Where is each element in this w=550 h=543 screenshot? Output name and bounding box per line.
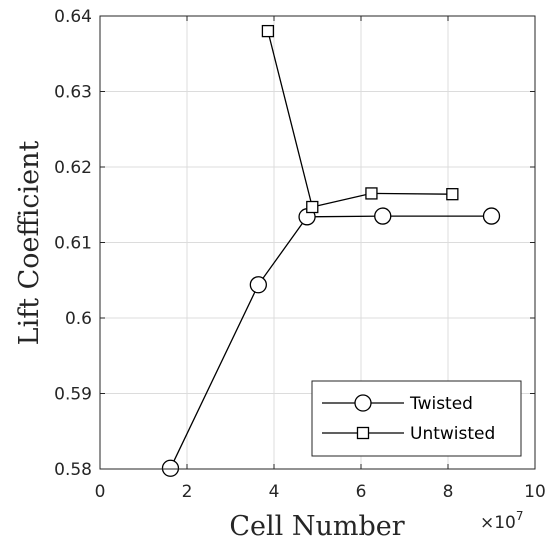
x-axis-multiplier: ×107 xyxy=(480,509,524,533)
x-axis-multiplier-base: ×10 xyxy=(480,513,516,533)
legend-box xyxy=(311,380,522,457)
x-tick-label: 8 xyxy=(443,482,454,502)
y-tick-label: 0.61 xyxy=(54,234,92,254)
y-tick-label: 0.58 xyxy=(54,460,92,480)
series-layer xyxy=(161,24,501,477)
data-point-untwisted xyxy=(306,200,319,214)
x-axis-multiplier-exponent: 7 xyxy=(516,509,524,523)
data-point-twisted xyxy=(374,207,392,225)
y-tick-label: 0.59 xyxy=(54,385,92,405)
x-tick-label: 2 xyxy=(182,482,193,502)
x-tick-label: 4 xyxy=(269,482,280,502)
y-tick-label: 0.63 xyxy=(54,83,92,103)
y-tick-label: 0.6 xyxy=(65,309,92,329)
data-point-untwisted xyxy=(365,187,378,200)
data-point-twisted xyxy=(161,459,180,477)
legend-marker-twisted xyxy=(354,394,372,412)
y-tick-label: 0.62 xyxy=(54,158,92,178)
x-tick-label: 6 xyxy=(356,482,367,502)
y-axis-title: Lift Coefficient xyxy=(14,141,45,346)
data-point-twisted xyxy=(249,276,267,294)
y-tick-label: 0.64 xyxy=(54,7,92,27)
x-axis-title: Cell Number xyxy=(229,511,404,542)
data-point-untwisted xyxy=(261,24,275,38)
x-tick-label: 10 xyxy=(524,482,546,502)
axes xyxy=(99,15,536,470)
data-point-twisted xyxy=(482,207,501,225)
x-tick-label: 0 xyxy=(95,482,106,502)
data-point-untwisted xyxy=(446,188,459,201)
legend: Twisted Untwisted xyxy=(311,380,522,457)
legend-label-untwisted: Untwisted xyxy=(410,424,495,444)
tick-labels: 0 2 4 6 8 10 0.58 0.59 0.6 0.61 0.62 0.63 0.64 xyxy=(54,7,546,502)
series-twisted xyxy=(161,207,501,477)
series-line-untwisted xyxy=(267,30,453,208)
legend-marker-untwisted xyxy=(356,426,370,440)
series-untwisted xyxy=(261,24,459,214)
legend-label-twisted: Twisted xyxy=(409,394,473,414)
